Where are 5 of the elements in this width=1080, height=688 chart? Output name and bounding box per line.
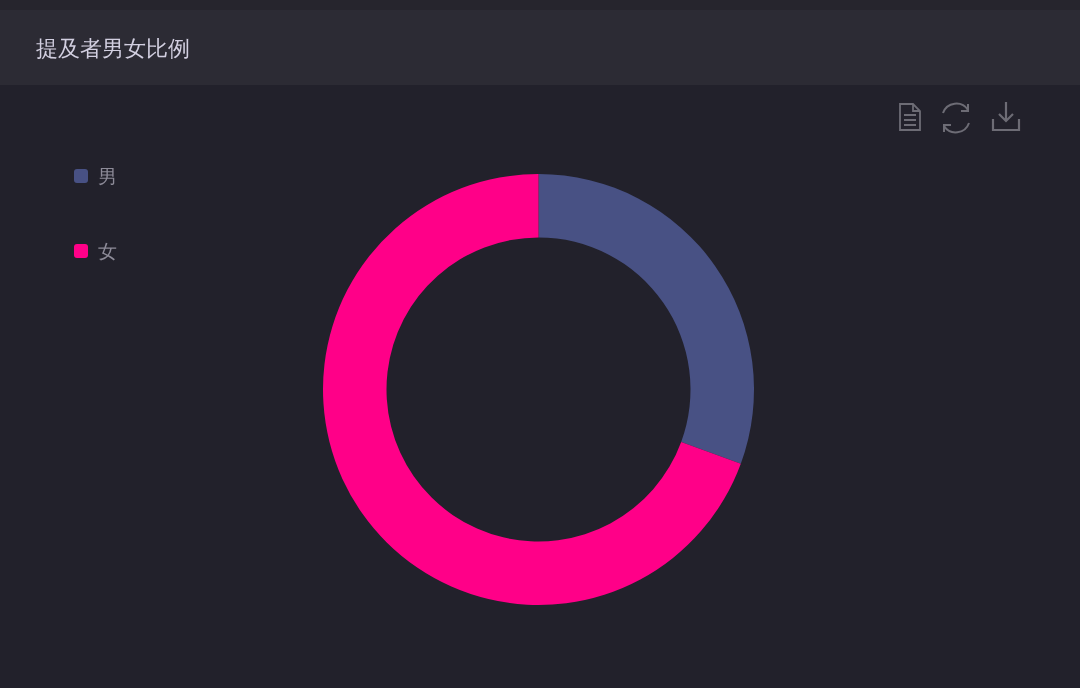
donut-slice: [323, 174, 741, 605]
chart-title: 提及者男女比例: [36, 36, 190, 61]
donut-slice: [538, 174, 754, 464]
legend-label: 女: [98, 240, 117, 262]
legend-label: 男: [98, 165, 117, 187]
